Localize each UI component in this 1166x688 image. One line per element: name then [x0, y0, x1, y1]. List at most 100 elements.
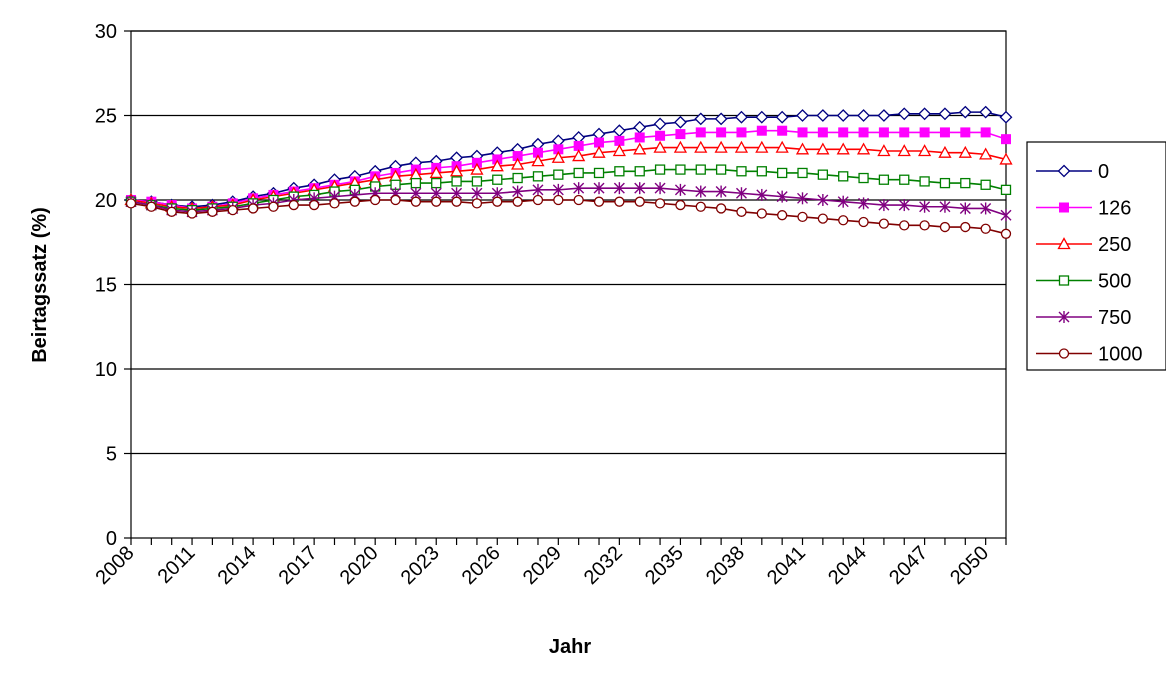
data-point	[736, 206, 747, 217]
data-point	[897, 144, 911, 157]
data-point	[939, 127, 950, 138]
data-point	[471, 187, 483, 200]
legend-label: 1000	[1098, 344, 1143, 366]
data-point	[898, 199, 910, 212]
x-tick-label: 2029	[519, 542, 566, 589]
data-point	[695, 201, 706, 212]
data-point	[634, 132, 645, 143]
data-point	[756, 125, 767, 136]
data-point	[349, 196, 360, 207]
data-point	[715, 203, 727, 214]
data-point	[410, 177, 422, 189]
data-point	[490, 159, 504, 172]
x-tick-label: 2032	[580, 542, 627, 589]
data-point	[654, 182, 666, 195]
legend-item-1000: 1000	[1036, 344, 1143, 366]
data-point	[938, 145, 952, 158]
data-point	[980, 202, 992, 215]
data-point	[612, 124, 626, 138]
legend-label: 750	[1098, 307, 1131, 329]
data-point	[592, 145, 606, 158]
data-point	[653, 117, 667, 131]
data-point	[735, 110, 748, 124]
data-point	[634, 196, 645, 207]
data-point	[714, 140, 728, 153]
data-point	[899, 174, 910, 185]
legend-marker	[1058, 275, 1070, 286]
data-point	[612, 144, 626, 157]
data-point	[817, 213, 829, 224]
data-point	[675, 164, 686, 175]
data-point	[634, 182, 646, 195]
legend-item-126: 126	[1036, 198, 1131, 220]
data-point	[817, 194, 829, 206]
data-point	[125, 198, 137, 209]
data-point	[938, 107, 952, 121]
data-point	[816, 142, 830, 155]
data-point	[370, 194, 381, 206]
data-point	[919, 200, 931, 213]
data-point	[288, 199, 299, 211]
x-tick-label: 2017	[275, 542, 322, 589]
y-tick-label: 10	[95, 359, 117, 381]
data-point	[919, 220, 930, 231]
data-point	[918, 107, 932, 121]
x-tick-label: 2011	[154, 542, 200, 588]
data-point	[146, 201, 157, 212]
data-point	[268, 201, 279, 212]
data-point	[714, 112, 728, 126]
data-point	[673, 140, 688, 153]
data-point	[775, 110, 789, 124]
x-tick-label: 2050	[946, 542, 993, 589]
x-tick-label: 2044	[824, 542, 871, 589]
data-point	[614, 196, 625, 207]
data-point	[247, 203, 259, 214]
x-tick-label: 2038	[702, 542, 749, 589]
data-point	[1000, 184, 1012, 196]
data-point	[471, 198, 483, 209]
data-point	[613, 182, 625, 195]
series-line	[130, 111, 1007, 208]
data-point	[653, 140, 667, 153]
data-point	[673, 115, 687, 129]
data-point	[960, 127, 971, 138]
legend-box	[1026, 141, 1166, 371]
data-point	[736, 127, 747, 138]
data-point	[877, 109, 891, 122]
data-point	[755, 110, 769, 124]
data-point	[858, 197, 870, 210]
data-point	[551, 150, 565, 163]
data-point	[715, 185, 727, 198]
y-tick-label: 15	[95, 275, 117, 297]
gridlines	[131, 30, 1006, 455]
data-point	[308, 199, 320, 211]
legend-marker	[1057, 237, 1071, 250]
y-tick-label: 30	[95, 21, 117, 43]
data-point	[654, 164, 666, 175]
data-point	[674, 183, 686, 196]
data-point	[573, 140, 584, 151]
data-point	[756, 166, 767, 177]
data-point	[734, 140, 749, 153]
data-point	[939, 200, 951, 213]
data-point	[614, 135, 625, 146]
data-point	[451, 176, 462, 187]
x-axis-title: Jahr	[549, 636, 591, 658]
data-point	[470, 162, 484, 175]
data-point	[899, 220, 910, 231]
data-point	[573, 182, 585, 195]
data-point	[695, 164, 706, 175]
data-point	[756, 188, 768, 201]
data-point	[797, 192, 809, 205]
data-point	[186, 208, 198, 219]
legend-marker	[1059, 202, 1069, 213]
data-point	[838, 127, 849, 138]
data-point	[837, 195, 849, 208]
data-point	[958, 145, 972, 158]
data-point	[836, 109, 850, 122]
data-point	[958, 105, 972, 119]
data-point	[431, 177, 442, 189]
x-tick-label: 2014	[214, 542, 261, 589]
data-point	[594, 137, 605, 148]
